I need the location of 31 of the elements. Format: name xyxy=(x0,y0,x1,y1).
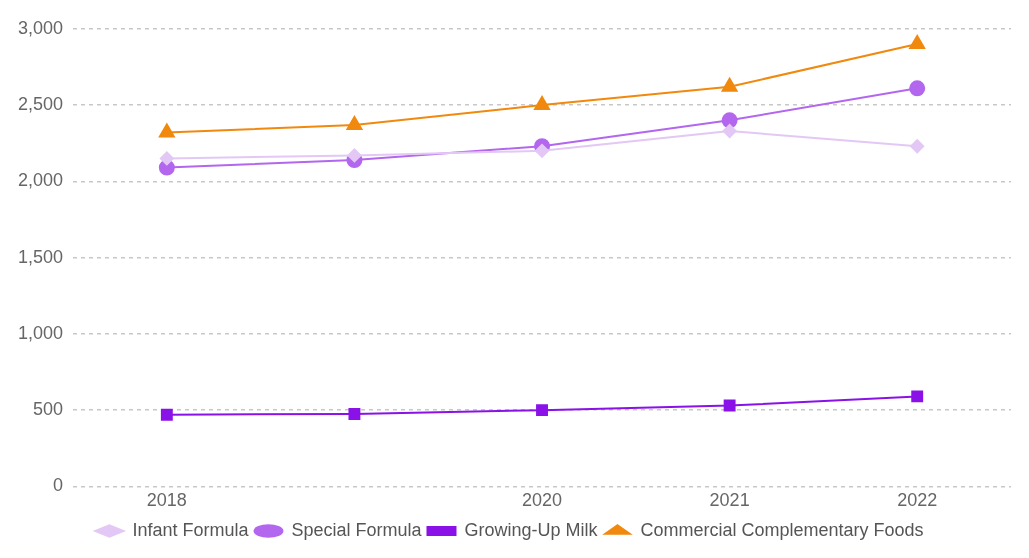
y-tick-label: 3,000 xyxy=(18,17,64,38)
point xyxy=(721,77,738,92)
x-tick-label: 2022 xyxy=(897,490,938,511)
point xyxy=(535,143,550,158)
point xyxy=(348,408,361,420)
point xyxy=(347,148,362,163)
y-tick-label: 1,500 xyxy=(18,246,64,267)
y-tick-label: 2,000 xyxy=(18,170,64,191)
point xyxy=(911,390,924,403)
point xyxy=(909,80,926,97)
point xyxy=(346,115,363,130)
point xyxy=(159,151,174,166)
y-tick-label: 2,500 xyxy=(18,94,64,115)
legend-label: Growing-Up Milk xyxy=(464,519,599,540)
y-tick-label: 1,000 xyxy=(18,322,64,343)
point xyxy=(534,96,550,111)
point xyxy=(909,35,926,50)
legend-label: Infant Formula xyxy=(132,519,250,540)
x-tick-label: 2018 xyxy=(146,490,187,511)
point xyxy=(536,404,548,417)
point xyxy=(910,139,925,154)
point xyxy=(722,124,737,138)
point xyxy=(723,399,736,412)
y-tick-label: 0 xyxy=(53,475,64,496)
legend-label: Special Formula xyxy=(291,519,423,540)
y-tick-label: 500 xyxy=(33,399,64,420)
point xyxy=(160,408,173,421)
point xyxy=(158,123,175,138)
legend-label: Commercial Complementary Foods xyxy=(640,519,924,540)
x-tick-label: 2020 xyxy=(522,490,563,511)
x-tick-label: 2021 xyxy=(709,490,750,511)
